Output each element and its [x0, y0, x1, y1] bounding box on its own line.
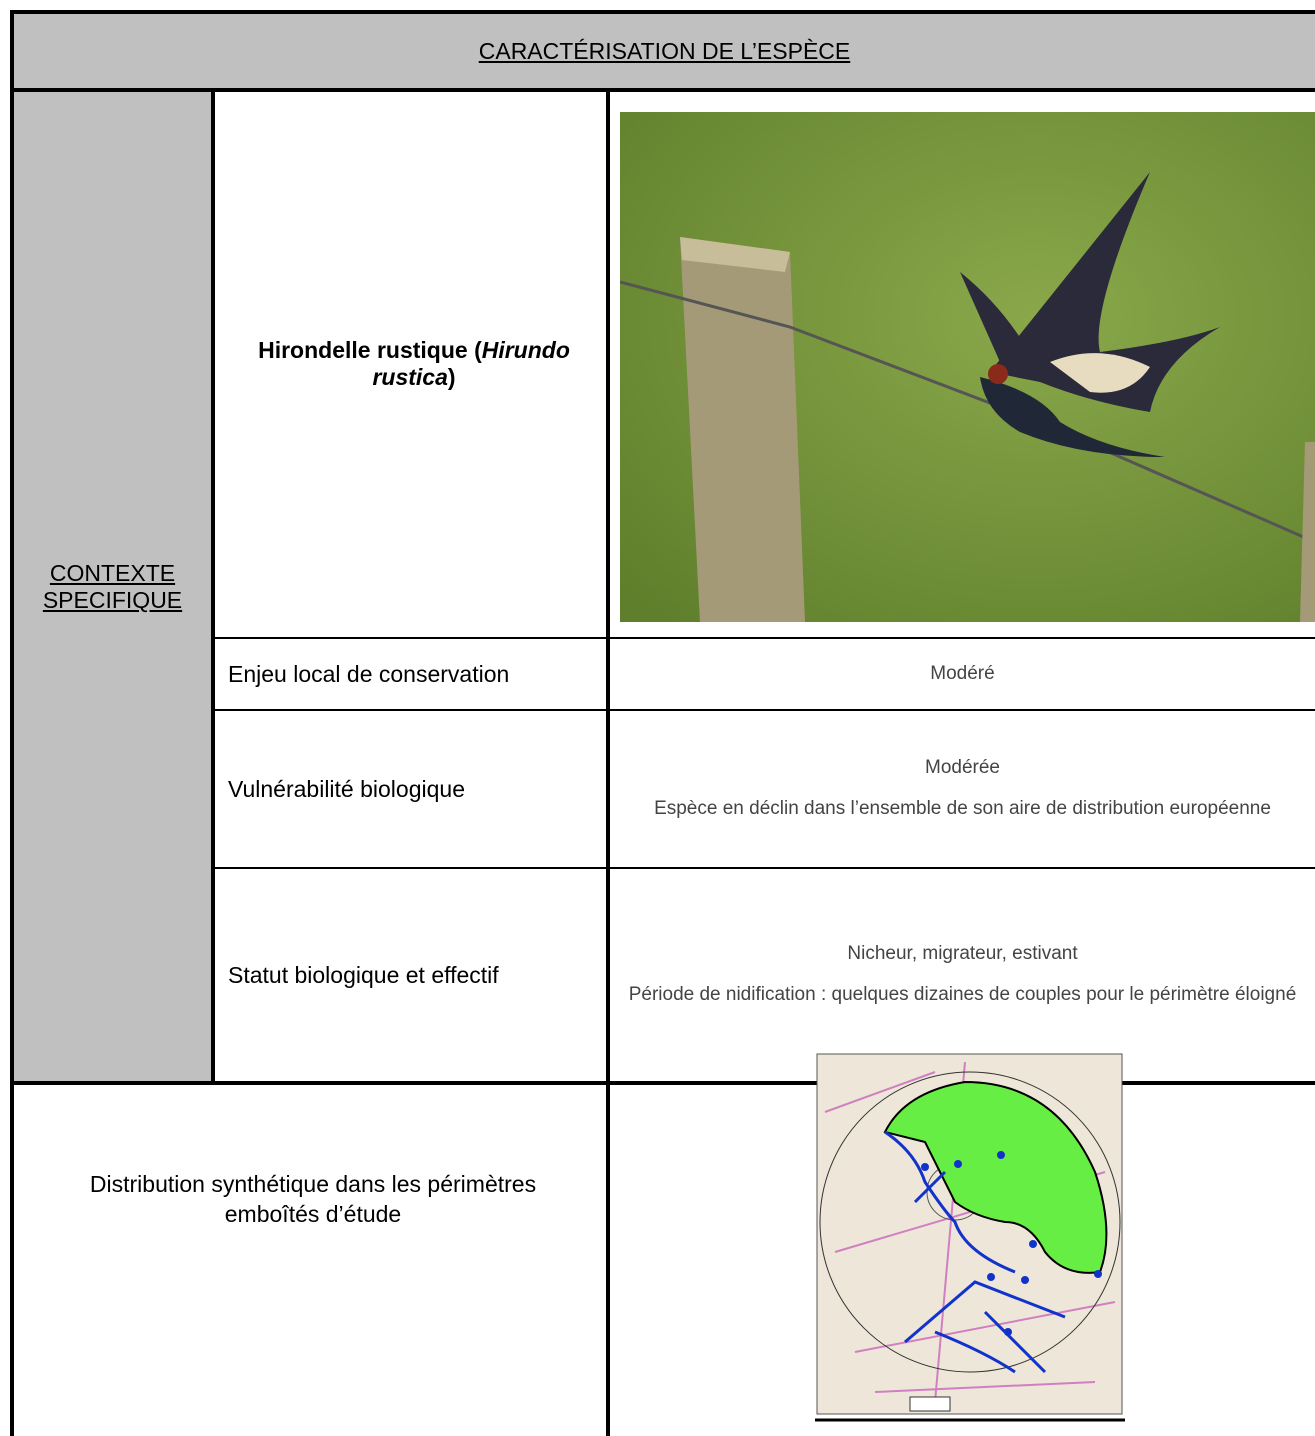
species-prefix: Hirondelle rustique ( [258, 337, 482, 363]
side-bg [12, 90, 213, 1083]
header-bg [12, 12, 1315, 90]
distribution-map [815, 1053, 1125, 1422]
species-latin: Hirundo rustica [372, 337, 570, 390]
border [606, 88, 610, 1436]
row-value: Espèce en déclin dans l’ensemble de son … [654, 798, 1271, 819]
title: CARACTÉRISATION DE L’ESPÈCE [478, 37, 851, 64]
species-photo [620, 112, 1315, 622]
species-name: Hirondelle rustique (Hirundo rustica) [225, 337, 603, 391]
border [10, 10, 14, 1436]
border [215, 709, 1315, 711]
row-value: Période de nidification : quelques dizai… [628, 984, 1297, 1005]
border [215, 867, 1315, 869]
row-label: Vulnérabilité biologique [228, 775, 465, 802]
row-label: Enjeu local de conservation [228, 660, 510, 687]
distribution-label: Distribution synthétique dans les périmè… [89, 1171, 537, 1227]
border [10, 1081, 1315, 1085]
context-label: CONTEXTE SPECIFIQUE [42, 559, 183, 613]
row-value: Modérée [925, 757, 1000, 779]
row-label: Statut biologique et effectif [228, 961, 499, 988]
border [10, 10, 1315, 14]
border [211, 88, 215, 1083]
species-suffix: ) [447, 364, 456, 390]
border [215, 637, 1315, 639]
border [10, 88, 1315, 92]
row-value: Modéré [930, 662, 995, 684]
row-value: Nicheur, migrateur, estivant [847, 943, 1078, 965]
